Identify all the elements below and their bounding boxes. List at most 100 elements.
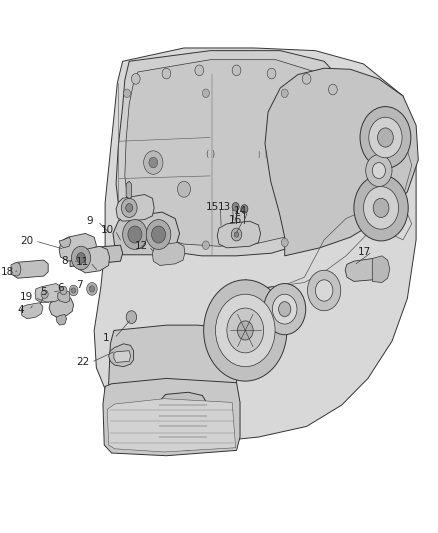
Circle shape [71,288,76,293]
Polygon shape [152,243,185,265]
Circle shape [162,68,171,79]
Polygon shape [59,233,96,261]
Circle shape [227,308,264,353]
Text: 8: 8 [61,256,68,266]
Polygon shape [345,259,382,281]
Circle shape [272,294,297,324]
Circle shape [364,187,399,229]
Circle shape [234,232,239,237]
Text: 12: 12 [134,241,148,251]
Text: 18: 18 [1,267,14,277]
Polygon shape [217,221,261,248]
Circle shape [41,290,48,298]
Circle shape [267,68,276,79]
Polygon shape [113,212,180,255]
Polygon shape [70,245,123,266]
Circle shape [202,241,209,249]
Circle shape [77,253,85,263]
Circle shape [202,89,209,98]
Text: 1: 1 [103,334,110,343]
Polygon shape [157,392,208,450]
Polygon shape [58,290,70,303]
Circle shape [369,117,402,158]
Text: 17: 17 [358,247,371,256]
Polygon shape [116,195,154,221]
Polygon shape [265,68,418,256]
Circle shape [378,128,393,147]
Polygon shape [125,60,339,246]
Circle shape [123,220,147,249]
Circle shape [89,286,95,292]
Circle shape [231,228,242,241]
Circle shape [126,311,137,324]
Circle shape [152,226,166,243]
Text: 4: 4 [18,305,25,315]
Circle shape [237,321,253,340]
Circle shape [131,74,140,84]
Circle shape [87,282,97,295]
Text: 14: 14 [233,206,247,215]
Text: 7: 7 [76,280,83,290]
Circle shape [307,270,341,311]
Circle shape [128,226,142,243]
Circle shape [281,238,288,247]
Polygon shape [109,325,237,410]
Circle shape [215,294,275,367]
Circle shape [360,107,411,168]
Circle shape [328,84,337,95]
Text: 9: 9 [86,216,93,226]
Polygon shape [56,314,67,325]
Circle shape [302,74,311,84]
Polygon shape [78,246,110,273]
Polygon shape [59,237,71,248]
Polygon shape [372,256,390,282]
Text: 16: 16 [229,215,242,224]
Polygon shape [103,378,240,456]
Circle shape [144,151,163,174]
Polygon shape [109,344,134,367]
Text: 11: 11 [76,257,89,267]
Circle shape [60,286,67,295]
Circle shape [124,236,131,244]
Polygon shape [94,48,416,442]
Circle shape [373,198,389,217]
Circle shape [204,280,287,381]
Polygon shape [126,181,131,199]
Polygon shape [11,262,21,276]
Circle shape [315,280,333,301]
Circle shape [71,246,91,270]
Circle shape [149,157,158,168]
Circle shape [126,204,133,212]
Polygon shape [21,303,43,319]
Circle shape [366,155,392,187]
Polygon shape [116,51,350,256]
Circle shape [354,175,408,241]
Text: 10: 10 [101,225,114,235]
Polygon shape [107,399,236,452]
Circle shape [195,65,204,76]
Circle shape [281,89,288,98]
Circle shape [232,65,241,76]
Text: 19: 19 [20,293,33,302]
Text: 6: 6 [57,283,64,293]
Circle shape [372,163,385,179]
Text: 15: 15 [206,202,219,212]
Text: ( ): ( ) [206,150,215,159]
Circle shape [69,285,78,296]
Circle shape [232,203,239,211]
Text: 5: 5 [40,287,47,297]
Polygon shape [11,260,48,278]
Text: 13: 13 [218,202,231,212]
Circle shape [124,89,131,98]
Circle shape [264,284,306,335]
Polygon shape [35,284,62,303]
Polygon shape [114,351,131,362]
Text: |  |: | | [258,151,268,158]
Text: 20: 20 [21,236,34,246]
Circle shape [177,181,191,197]
Polygon shape [49,296,74,318]
Circle shape [146,220,171,249]
Circle shape [121,198,137,217]
Circle shape [241,205,248,213]
Circle shape [279,302,291,317]
